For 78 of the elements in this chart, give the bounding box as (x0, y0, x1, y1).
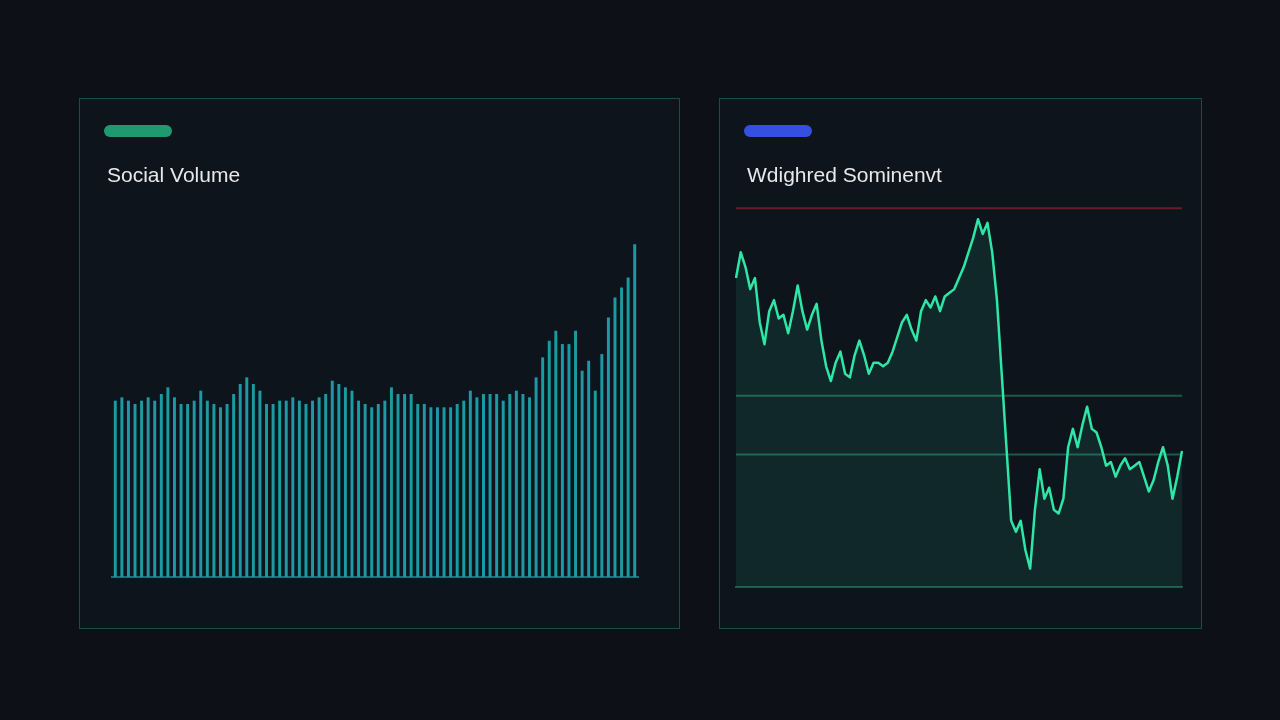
bar (225, 403, 229, 577)
bar (389, 387, 393, 577)
bar (304, 403, 308, 577)
bar (547, 340, 551, 577)
bar (567, 344, 571, 577)
bar (317, 397, 321, 577)
bar (574, 330, 578, 577)
bar (422, 403, 426, 577)
bar (495, 393, 499, 577)
bar (620, 287, 624, 577)
bar (383, 400, 387, 577)
bar (449, 407, 453, 577)
bar (429, 407, 433, 577)
bar (166, 387, 170, 577)
bar (442, 407, 446, 577)
bar (580, 370, 584, 577)
bar (113, 400, 117, 577)
bar (205, 400, 209, 577)
bar (554, 330, 558, 577)
bar (508, 393, 512, 577)
bar (192, 400, 196, 577)
bar (482, 393, 485, 577)
bar (633, 244, 637, 577)
chart-title: Wdighred Sominenvt (747, 163, 942, 187)
bar (626, 277, 630, 577)
bar (541, 357, 545, 577)
bar (343, 387, 347, 577)
bar (416, 403, 420, 577)
bar (514, 390, 518, 577)
bar (435, 407, 439, 577)
bar (606, 317, 610, 577)
bar (232, 393, 236, 577)
bar (330, 380, 334, 577)
bar (587, 360, 591, 577)
bar (258, 390, 262, 577)
bar (179, 403, 183, 577)
bar (534, 377, 538, 577)
bar (376, 403, 380, 577)
bar (159, 393, 163, 577)
bar (528, 397, 531, 577)
bar (475, 397, 479, 577)
bar (560, 344, 564, 577)
bar (370, 407, 374, 577)
bar (488, 393, 492, 577)
bar (140, 400, 144, 577)
bar (291, 397, 295, 577)
bar (186, 403, 190, 577)
bar (409, 393, 413, 577)
bar (126, 400, 130, 577)
bar (153, 400, 157, 577)
bar (501, 400, 505, 577)
bar (265, 403, 268, 577)
chart-title: Social Volume (107, 163, 241, 187)
bar (271, 403, 275, 577)
bar (284, 400, 288, 577)
bar (468, 390, 472, 577)
bar (278, 400, 282, 577)
bar (199, 390, 203, 577)
bar (324, 393, 328, 577)
bar (521, 393, 525, 577)
bar (357, 400, 361, 577)
bar (455, 403, 459, 577)
bar (403, 393, 407, 577)
bar (251, 384, 255, 577)
bar (600, 354, 604, 577)
bar (120, 397, 124, 577)
bar (311, 400, 315, 577)
bar (172, 397, 176, 577)
bar (212, 403, 216, 577)
bar (593, 390, 597, 577)
bar (238, 384, 242, 577)
bar (337, 384, 341, 577)
bar (363, 403, 367, 577)
bar (146, 397, 150, 577)
bar (462, 400, 466, 577)
bar (297, 400, 301, 577)
bar (219, 407, 222, 577)
bar (245, 377, 249, 577)
